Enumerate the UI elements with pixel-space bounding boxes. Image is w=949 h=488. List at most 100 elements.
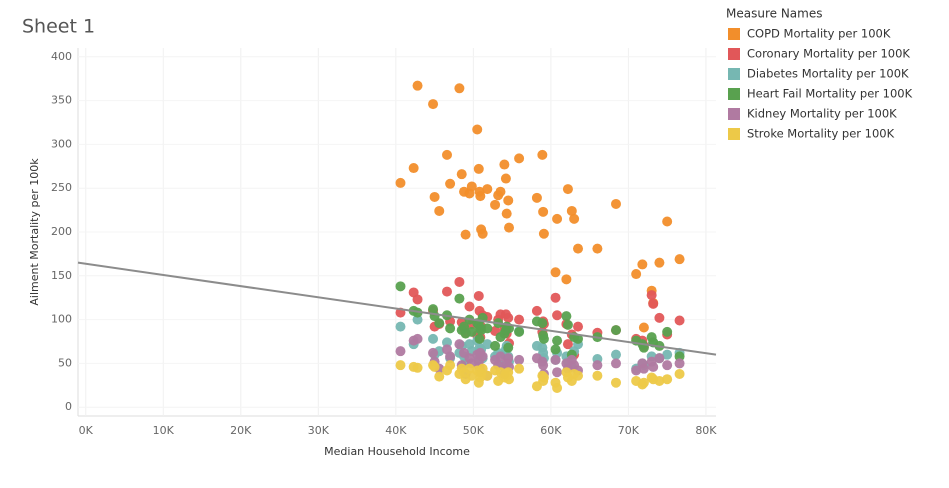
- point: [503, 312, 514, 323]
- x-tick-label: 40K: [385, 424, 407, 437]
- point: [395, 346, 406, 357]
- point: [395, 321, 406, 332]
- point: [637, 259, 648, 270]
- point: [654, 312, 665, 323]
- x-tick-label: 0K: [79, 424, 94, 437]
- point: [482, 184, 493, 195]
- point: [514, 326, 525, 337]
- point: [442, 286, 453, 297]
- point: [662, 326, 673, 337]
- point: [631, 365, 642, 376]
- point: [562, 319, 573, 330]
- point: [434, 371, 445, 382]
- point: [503, 195, 514, 206]
- point: [674, 315, 685, 326]
- point: [429, 191, 440, 202]
- point: [504, 222, 515, 233]
- point: [610, 349, 621, 360]
- point: [648, 361, 659, 372]
- point: [456, 169, 467, 180]
- y-tick-label: 200: [51, 225, 72, 238]
- point: [477, 228, 488, 239]
- y-tick-label: 150: [51, 269, 72, 282]
- y-tick-label: 250: [51, 181, 72, 194]
- legend-swatch: [728, 88, 740, 100]
- point: [466, 181, 477, 192]
- trend-line: [77, 261, 717, 356]
- point: [495, 351, 506, 362]
- x-tick-label: 80K: [695, 424, 717, 437]
- legend-label: Heart Fail Mortality per 100K: [747, 87, 913, 101]
- point: [538, 333, 549, 344]
- point: [490, 340, 501, 351]
- point: [445, 178, 456, 189]
- point: [434, 205, 445, 216]
- point: [499, 159, 510, 170]
- point: [445, 323, 456, 334]
- point: [631, 269, 642, 280]
- point: [592, 243, 603, 254]
- point: [454, 83, 465, 94]
- point: [473, 290, 484, 301]
- point: [538, 206, 549, 217]
- x-tick-label: 70K: [618, 424, 640, 437]
- y-tick-label: 100: [51, 313, 72, 326]
- y-tick-label: 350: [51, 94, 72, 107]
- point: [538, 360, 549, 371]
- point: [475, 191, 486, 202]
- point: [638, 363, 649, 374]
- y-tick-label: 0: [65, 400, 72, 413]
- y-tick-label: 400: [51, 50, 72, 63]
- point: [662, 349, 673, 360]
- point: [442, 337, 453, 348]
- point: [412, 314, 423, 325]
- point: [428, 99, 439, 110]
- point: [573, 370, 584, 381]
- point: [445, 360, 456, 371]
- point: [654, 353, 665, 364]
- point: [412, 333, 423, 344]
- legend-swatch: [728, 108, 740, 120]
- point: [569, 213, 580, 224]
- y-tick-label: 300: [51, 137, 72, 150]
- legend-label: Stroke Mortality per 100K: [747, 127, 895, 141]
- point: [495, 186, 506, 197]
- point: [445, 351, 456, 362]
- point: [552, 335, 563, 346]
- point: [550, 267, 561, 278]
- point: [428, 333, 439, 344]
- point: [538, 228, 549, 239]
- point: [592, 360, 603, 371]
- point: [674, 368, 685, 379]
- point: [477, 351, 488, 362]
- point: [514, 354, 525, 365]
- x-tick-label: 60K: [540, 424, 562, 437]
- point: [638, 377, 649, 388]
- point: [514, 363, 525, 374]
- point: [482, 339, 493, 350]
- point: [674, 358, 685, 369]
- point: [503, 342, 514, 353]
- point: [531, 192, 542, 203]
- point: [550, 354, 561, 365]
- legend-title: Measure Names: [726, 7, 822, 21]
- legend-label: Diabetes Mortality per 100K: [747, 67, 909, 81]
- legend-label: Coronary Mortality per 100K: [747, 47, 910, 61]
- point: [654, 257, 665, 268]
- point: [537, 149, 548, 160]
- point: [674, 351, 685, 362]
- point: [552, 310, 563, 321]
- point: [654, 375, 665, 386]
- x-tick-label: 10K: [153, 424, 175, 437]
- chart-title: Sheet 1: [22, 16, 95, 38]
- x-tick-label: 30K: [308, 424, 330, 437]
- point: [474, 333, 485, 344]
- y-tick-label: 50: [58, 356, 72, 369]
- x-tick-label: 20K: [230, 424, 252, 437]
- point: [662, 216, 673, 227]
- point: [552, 382, 563, 393]
- point: [610, 198, 621, 209]
- point: [429, 361, 440, 372]
- point: [610, 325, 621, 336]
